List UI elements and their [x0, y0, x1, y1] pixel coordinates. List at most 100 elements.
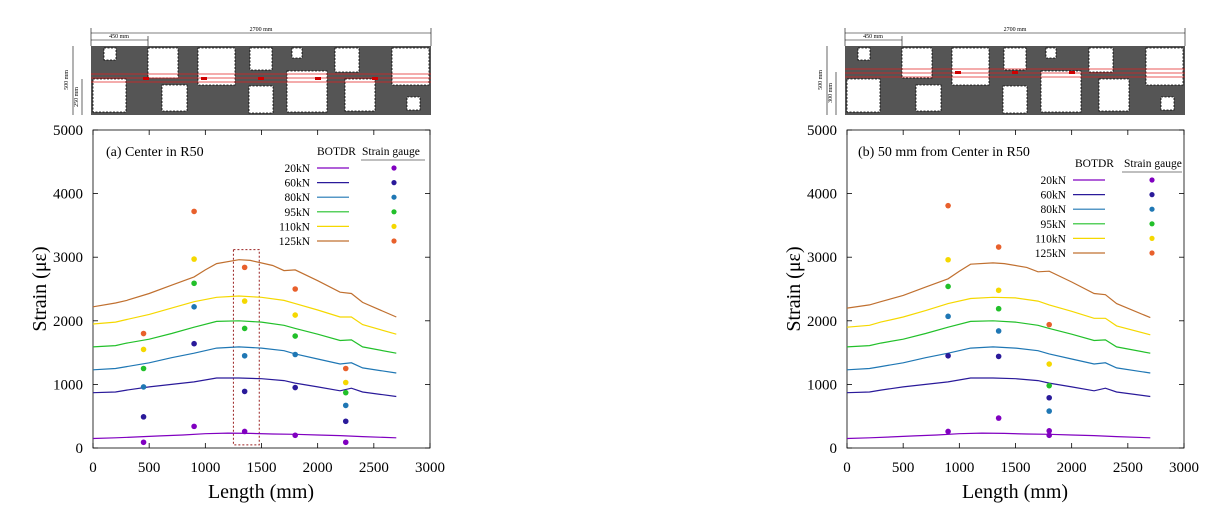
gauge-point-125kN: [945, 202, 951, 209]
x-tick-label: 1000: [190, 460, 220, 476]
gauge-point-95kN: [945, 283, 951, 290]
botdr-line-80kN: [92, 346, 397, 374]
legend-swatch-dot: [1149, 221, 1155, 227]
legend-swatch-dot: [1149, 192, 1155, 198]
legend-label: 20kN: [1040, 175, 1066, 187]
gauge-point-80kN: [342, 402, 349, 409]
y-ticks-b: 0 1000 2000 3000 4000 5000: [807, 123, 1184, 457]
legend-label: 95kN: [1040, 219, 1066, 231]
gauge-point-95kN: [140, 365, 147, 372]
botdr-line-110kN: [92, 295, 397, 335]
gauge-point-125kN: [342, 365, 349, 372]
x-tick-label: 2000: [303, 460, 333, 476]
legend-a: BOTDR Strain gauge 20kN 60kN 80kN 95kN 110kN…: [279, 146, 425, 248]
beam-offset-label: 450 mm: [863, 34, 883, 40]
gauge-point-20kN: [191, 423, 197, 430]
gauge-point-125kN: [292, 286, 299, 292]
gauge-point-20kN: [292, 432, 299, 439]
gauge-point-20kN: [1046, 428, 1052, 434]
legend-label: 110kN: [279, 221, 311, 233]
legend-label: 110kN: [1035, 233, 1067, 245]
gauge-point-20kN: [945, 428, 951, 435]
gauge-point-20kN: [241, 428, 248, 435]
x-ticks-a: 0 500 1000 1500 2000 2500 3000: [89, 130, 445, 476]
legend-label: 60kN: [1040, 190, 1066, 202]
x-tick-label: 2500: [1113, 460, 1143, 476]
gauge-point-60kN: [140, 414, 147, 420]
gauge-point-80kN: [241, 352, 248, 359]
dimension-lines: [826, 28, 1186, 115]
gauge-point-110kN: [1046, 361, 1052, 367]
gauge-point-60kN: [995, 353, 1002, 360]
dimension-lines: [72, 28, 432, 115]
gauge-markers: [955, 71, 1075, 74]
y-tick-label: 0: [830, 441, 838, 457]
gauge-point-80kN: [995, 328, 1002, 334]
gauge-point-60kN: [292, 384, 299, 391]
gauge-point-95kN: [191, 280, 197, 287]
gauge-point-125kN: [995, 244, 1002, 250]
y-ticks-a: 0 1000 2000 3000 4000 5000: [53, 123, 430, 457]
botdr-lines-b: [846, 262, 1151, 440]
x-tick-label: 500: [892, 460, 915, 476]
y-tick-label: 2000: [53, 314, 83, 330]
botdr-lines-a: [92, 259, 397, 440]
legend-swatch-dot: [1149, 177, 1155, 183]
legend-b: BOTDR Strain gauge 20kN 60kN 80kN 95kN 110kN…: [1035, 158, 1182, 260]
x-tick-label: 1500: [247, 460, 277, 476]
botdr-line-60kN: [846, 377, 1151, 398]
gauge-point-20kN: [140, 439, 147, 446]
legend-label: 80kN: [1040, 204, 1066, 216]
gauge-point-20kN: [995, 415, 1002, 421]
legend-swatch-dot: [391, 180, 397, 186]
gauge-point-125kN: [1046, 321, 1052, 328]
legend-label: 125kN: [279, 236, 311, 248]
legend-label: 60kN: [284, 178, 310, 190]
gauge-point-110kN: [140, 346, 147, 353]
gauge-point-60kN: [241, 388, 248, 395]
x-ticks-b: 0 500 1000 1500 2000 2500 3000: [843, 130, 1199, 476]
gauge-markers: [143, 77, 378, 80]
gauge-point-110kN: [191, 256, 197, 262]
gauge-point-110kN: [241, 298, 248, 304]
x-axis-label-b: Length (mm): [962, 481, 1068, 503]
gauge-point-80kN: [292, 351, 299, 358]
chart-title-a: (a) Center in R50: [106, 145, 204, 160]
gauge-point-60kN: [342, 418, 349, 425]
legend-swatch-dot: [391, 223, 397, 229]
legend-swatch-dot: [1149, 235, 1155, 241]
legend-header-gauge: Strain gauge: [1124, 158, 1182, 170]
y-tick-label: 0: [76, 441, 84, 457]
gauge-point-60kN: [1046, 394, 1052, 401]
x-tick-label: 1000: [944, 460, 974, 476]
botdr-line-95kN: [846, 320, 1151, 354]
y-tick-label: 5000: [807, 123, 837, 139]
legend-swatch-dot: [391, 209, 397, 215]
x-tick-label: 1500: [1001, 460, 1031, 476]
gauge-point-80kN: [945, 313, 951, 320]
gauge-point-95kN: [1046, 382, 1052, 389]
gauge-point-20kN: [342, 439, 349, 446]
legend-header-gauge: Strain gauge: [362, 146, 420, 158]
sensor-line-label: 300 mm: [828, 83, 834, 103]
gauge-point-95kN: [995, 305, 1002, 312]
gauge-point-125kN: [140, 330, 147, 337]
x-tick-label: 500: [138, 460, 161, 476]
x-tick-label: 3000: [1169, 460, 1199, 476]
botdr-line-125kN: [92, 259, 397, 318]
x-tick-label: 3000: [415, 460, 445, 476]
legend-swatch-dot: [391, 238, 397, 244]
gauge-point-110kN: [995, 287, 1002, 294]
gauge-point-95kN: [342, 389, 349, 396]
botdr-line-110kN: [846, 296, 1151, 336]
gauge-point-20kN: [1046, 432, 1052, 439]
beam-height-label: 500 mm: [818, 70, 824, 90]
gauge-points-b: [945, 202, 1052, 439]
panel-b: 2700 mm 450 mm 500 mm 300 mm: [783, 27, 1199, 503]
chart-title-b: (b) 50 mm from Center in R50: [858, 145, 1030, 160]
gauge-point-60kN: [191, 340, 197, 347]
beam-diagram: 2700 mm 450 mm 500 mm 250 mm: [64, 27, 432, 115]
panel-a: 2700 mm 450 mm 500 mm 250 mm: [29, 27, 445, 503]
legend-swatch-dot: [391, 194, 397, 200]
y-tick-label: 4000: [807, 187, 837, 203]
